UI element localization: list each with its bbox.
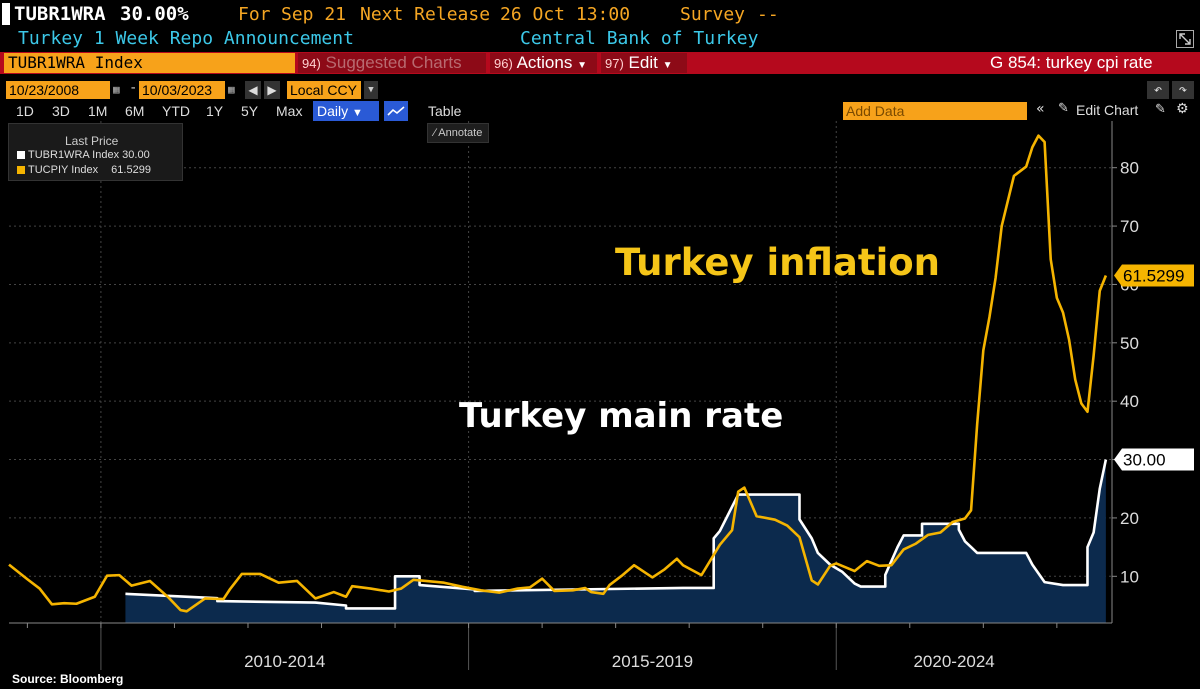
y-tick-label: 20 xyxy=(1120,509,1139,528)
redo-icon[interactable]: ↷ xyxy=(1172,81,1194,99)
range-6m[interactable]: 6M xyxy=(125,103,145,119)
function-search-label[interactable]: G 854: turkey cpi rate xyxy=(990,53,1153,72)
next-release-label: Next Release xyxy=(360,4,491,25)
range-ytd[interactable]: YTD xyxy=(162,103,190,119)
edit-label: Edit xyxy=(628,53,658,72)
x-period-label: 2015-2019 xyxy=(612,652,693,671)
actions-menu-button[interactable]: 96) Actions ▼ xyxy=(490,53,597,73)
frequency-select[interactable]: Daily ▼ xyxy=(313,101,379,121)
y-tick-label: 70 xyxy=(1120,217,1139,236)
date-range-separator: - xyxy=(129,80,138,96)
previous-period-button[interactable]: ◀ xyxy=(245,81,261,99)
range-5y[interactable]: 5Y xyxy=(241,103,259,119)
suggested-label: Suggested Charts xyxy=(325,53,462,72)
edit-chart-button[interactable]: Edit Chart xyxy=(1076,102,1139,118)
start-date-field[interactable]: 10/23/2008 xyxy=(6,81,110,99)
inflation-last-value-tag-bg xyxy=(1114,264,1194,287)
pencil-icon: ✎ xyxy=(1058,101,1069,116)
inflation-line xyxy=(8,134,1108,613)
add-data-input[interactable]: Add Data xyxy=(843,102,1027,120)
security-field[interactable]: TUBR1WRA Index xyxy=(4,53,295,73)
edit-num: 97) xyxy=(605,56,624,71)
legend-value: 61.5299 xyxy=(111,164,151,176)
survey-value: -- xyxy=(757,4,779,25)
actions-num: 96) xyxy=(494,56,513,71)
next-period-button[interactable]: ▶ xyxy=(264,81,280,99)
x-period-label: 2020-2024 xyxy=(913,652,994,671)
source-organization: Central Bank of Turkey xyxy=(520,28,759,49)
gear-icon[interactable]: ⚙ xyxy=(1176,101,1189,117)
range-max[interactable]: Max xyxy=(276,103,303,119)
annotate-label: Annotate xyxy=(438,127,483,139)
survey-label: Survey xyxy=(680,4,746,25)
edit-menu-button[interactable]: 97) Edit ▼ xyxy=(601,53,687,73)
y-tick-label: 80 xyxy=(1120,159,1139,178)
legend-value: 30.00 xyxy=(122,149,150,161)
expand-icon[interactable] xyxy=(1176,30,1194,48)
inflation-last-value-tag: 61.5299 xyxy=(1123,267,1184,286)
legend-item-inflation[interactable]: TUCPIY Index 61.5299 xyxy=(17,164,151,176)
calendar-icon[interactable]: ▦ xyxy=(113,83,120,96)
for-label: For xyxy=(238,4,271,25)
source-note: Source: Bloomberg xyxy=(12,672,124,686)
pencil-icon: ∕ xyxy=(434,127,436,139)
legend-label: TUBR1WRA Index xyxy=(28,149,120,161)
end-date-field[interactable]: 10/03/2023 xyxy=(139,81,225,99)
rate-last-value-tag: 30.00 xyxy=(1123,451,1166,470)
actions-label: Actions xyxy=(516,53,573,72)
range-3d[interactable]: 3D xyxy=(52,103,70,119)
edit-box-icon[interactable]: ✎ xyxy=(1155,102,1166,117)
rate-annotation: Turkey main rate xyxy=(459,396,784,436)
range-1d[interactable]: 1D xyxy=(16,103,34,119)
legend-item-rate[interactable]: TUBR1WRA Index 30.00 xyxy=(17,149,150,161)
y-tick-label: 40 xyxy=(1120,392,1139,411)
undo-icon[interactable]: ↶ xyxy=(1147,81,1169,99)
frequency-label: Daily xyxy=(317,103,349,119)
range-1m[interactable]: 1M xyxy=(88,103,108,119)
rate-line xyxy=(125,459,1108,610)
inflation-annotation: Turkey inflation xyxy=(615,241,941,284)
for-date: Sep 21 xyxy=(281,4,347,25)
legend-title: Last Price xyxy=(65,134,119,148)
collapse-icon[interactable]: « xyxy=(1036,101,1045,117)
annotate-button[interactable]: ∕ Annotate xyxy=(427,123,490,143)
table-view-button[interactable]: Table xyxy=(428,103,462,119)
y-tick-label: 10 xyxy=(1120,567,1139,586)
ticker-value: 30.00% xyxy=(120,3,189,25)
rate-area xyxy=(125,459,1106,623)
range-1y[interactable]: 1Y xyxy=(206,103,224,119)
chart-legend: Last Price TUBR1WRA Index 30.00 TUCPIY I… xyxy=(8,123,183,181)
currency-select[interactable]: Local CCY xyxy=(287,81,361,99)
suggested-num: 94) xyxy=(302,56,321,71)
chevron-down-icon: ▼ xyxy=(352,107,363,119)
ticker-marker xyxy=(2,3,10,25)
legend-label: TUCPIY Index xyxy=(28,164,99,176)
legend-swatch xyxy=(17,151,25,160)
next-release-value: 26 Oct 13:00 xyxy=(500,4,631,25)
x-period-label: 2010-2014 xyxy=(244,652,325,671)
y-tick-label: 50 xyxy=(1120,334,1139,353)
ticker-symbol: TUBR1WRA xyxy=(14,3,106,25)
chevron-down-icon[interactable]: ▼ xyxy=(364,81,378,99)
calendar-icon[interactable]: ▦ xyxy=(228,83,235,96)
chevron-down-icon: ▼ xyxy=(662,60,673,71)
rate-last-value-tag-bg xyxy=(1114,448,1194,471)
chevron-down-icon: ▼ xyxy=(577,60,587,71)
suggested-charts-button[interactable]: 94) Suggested Charts xyxy=(298,53,486,73)
legend-swatch xyxy=(17,166,25,175)
series-description: Turkey 1 Week Repo Announcement xyxy=(18,28,354,49)
line-chart-icon[interactable] xyxy=(384,101,408,121)
